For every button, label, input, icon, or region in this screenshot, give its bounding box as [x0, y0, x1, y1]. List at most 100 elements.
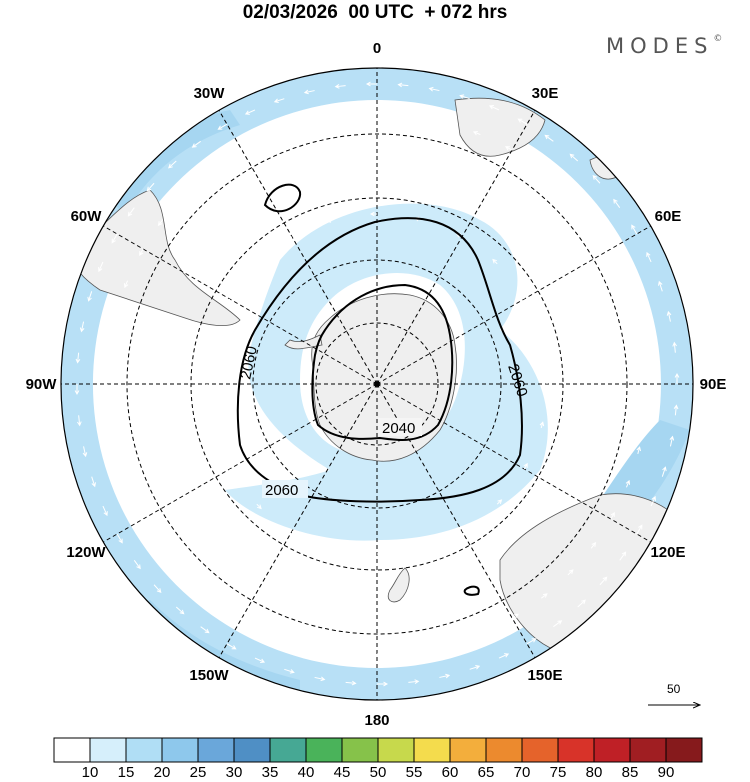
wind-arrow: [226, 643, 237, 650]
wind-arrow: [116, 533, 123, 544]
wind-arrow: [123, 280, 129, 289]
contour-2060: [236, 217, 523, 503]
wind-arrow: [408, 679, 420, 684]
wind-arrow: [646, 251, 652, 263]
wind-arrow: [669, 435, 675, 447]
colorbar-tick-label: 25: [189, 764, 207, 781]
south-america: [69, 189, 241, 327]
wind-arrow: [206, 169, 213, 175]
longitude-label: 60E: [655, 208, 682, 225]
wind-arrow: [229, 468, 234, 476]
wind-arrow: [523, 462, 528, 470]
south-pole-marker: [374, 381, 380, 387]
wind-arrow: [577, 599, 586, 608]
wind-arrow: [606, 242, 612, 250]
colorbar-tick-label: 90: [657, 764, 675, 781]
wind-arrow: [674, 372, 680, 384]
wind-arrow: [191, 140, 201, 148]
contour-2060-small-cell: [263, 183, 302, 213]
wind-arrow: [404, 113, 413, 119]
wind-arrow: [77, 415, 82, 427]
meridian-line: [103, 383, 378, 543]
wind-arrow: [469, 664, 481, 670]
wind-arrow: [303, 89, 315, 95]
wind-arrow: [256, 503, 262, 510]
wind-arrow: [544, 134, 554, 142]
wind-arrow: [517, 118, 528, 125]
wind-arrow: [365, 81, 377, 87]
wind-arrow: [511, 613, 519, 619]
contour-small-cell-2: [463, 585, 480, 596]
wind-arrow: [244, 109, 256, 115]
wind-arrow: [472, 130, 481, 136]
longitude-label: 60W: [71, 208, 103, 225]
wind-arrow: [217, 123, 228, 130]
wind-arrow: [341, 649, 350, 655]
meridian-line: [218, 383, 378, 658]
colorbar-tick-label: 55: [405, 764, 423, 781]
wind-arrow: [631, 224, 638, 235]
wind-arrow: [428, 86, 440, 92]
wind-arrow: [567, 569, 574, 576]
wind-arrow: [461, 527, 469, 532]
wind-arrow: [306, 643, 315, 649]
colorbar-swatch: [377, 737, 415, 763]
colorbar-tick-label: 20: [153, 764, 171, 781]
wind-arrow: [599, 576, 608, 586]
wind-arrow: [446, 641, 455, 647]
wind-arrow: [439, 673, 451, 679]
new-zealand: [387, 567, 410, 603]
meridian-line: [103, 225, 378, 385]
colorbar-swatch: [305, 737, 343, 763]
brand-logo: MODES©: [606, 34, 722, 58]
chart-title: 02/03/2026 00 UTC + 072 hrs: [242, 2, 508, 23]
wind-arrow: [299, 121, 308, 127]
longitude-label: 0: [373, 40, 381, 57]
wind-arrow: [496, 499, 503, 505]
wind-arrow: [641, 340, 647, 349]
wind-arrow: [538, 333, 543, 341]
wind-arrow: [377, 551, 385, 557]
contour-label-2060-bottom: 2060: [265, 482, 298, 499]
wind-arrow: [212, 597, 220, 604]
meridian-line: [218, 110, 378, 385]
wind-arrow: [569, 153, 579, 162]
wind-arrow: [622, 273, 628, 281]
longitude-label: 30E: [532, 85, 559, 102]
wind-arrow: [420, 545, 428, 550]
wind-arrow: [657, 280, 663, 292]
wind-arrow: [127, 207, 135, 217]
wind-arrow: [439, 119, 448, 125]
wind-arrow: [266, 133, 274, 139]
colorbar-swatch: [89, 737, 127, 763]
colorbar-tick-label: 65: [477, 764, 495, 781]
colorbar-tick-label: 10: [81, 764, 99, 781]
contour-label-2060-left: 2060: [237, 345, 261, 381]
wind-arrow: [284, 668, 295, 674]
wind-arrow: [541, 593, 548, 599]
wind-arrow: [139, 248, 144, 256]
meridian-line: [376, 383, 651, 543]
wind-arrow: [153, 584, 162, 593]
longitude-label: 150E: [527, 667, 562, 684]
wind-arrow: [204, 384, 210, 392]
wind-arrow: [334, 84, 346, 89]
wind-arrow: [610, 512, 615, 520]
wind-arrow: [539, 421, 545, 429]
wind-arrow: [111, 233, 118, 244]
wind-arrow: [562, 187, 569, 194]
wind-arrow: [412, 648, 421, 654]
wind-arrow: [133, 560, 141, 570]
wind-arrow: [480, 629, 488, 635]
wind-arrow: [168, 160, 177, 169]
wind-arrow: [345, 680, 357, 686]
wind-arrow: [211, 427, 216, 435]
wind-arrow: [106, 348, 112, 357]
wind-arrow: [112, 313, 118, 322]
longitude-label: 180: [364, 712, 389, 729]
wind-arrow: [636, 524, 643, 535]
wind-arrow: [254, 657, 266, 663]
wind-arrow: [625, 479, 631, 488]
wind-arrow: [488, 105, 500, 111]
